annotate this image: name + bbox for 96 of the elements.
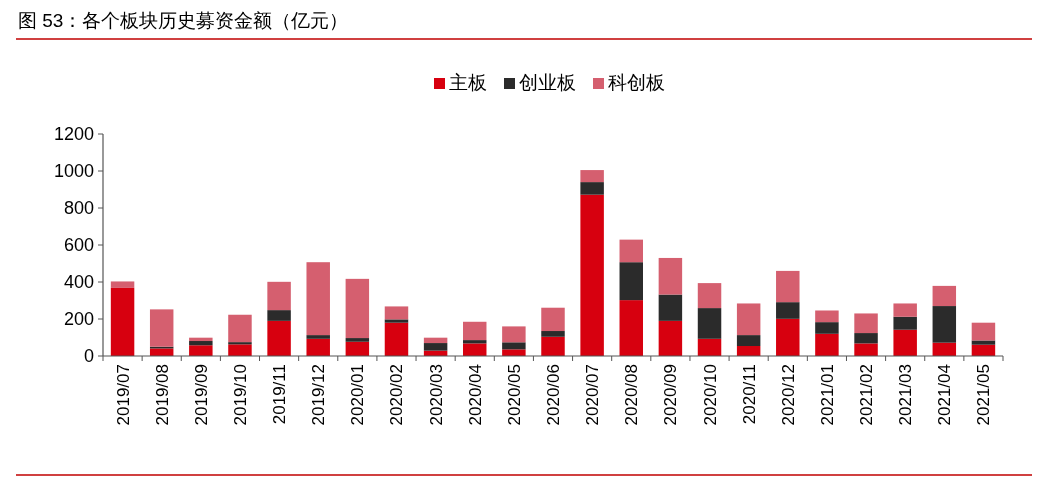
bar [893,303,917,317]
bar [384,306,409,320]
bar [502,326,526,343]
x-tick-label: 2021/04 [935,364,955,426]
x-tick-label: 2019/09 [191,364,211,426]
x-tick-label: 2019/12 [309,364,329,426]
x-tick-label: 2019/11 [270,364,290,425]
bar [854,313,878,334]
bar [658,320,683,356]
bar [502,342,526,350]
bar [776,318,800,356]
bar [149,309,174,347]
bar [580,194,604,356]
x-tick-label: 2019/07 [113,364,133,426]
legend-label: 科创板 [608,72,665,93]
y-tick-label: 400 [63,272,94,292]
y-tick-label: 1200 [53,124,94,144]
x-tick-label: 2020/12 [778,364,798,426]
bar [228,314,252,343]
y-tick-label: 800 [63,198,94,218]
y-tick-label: 600 [63,235,94,255]
bar [189,341,213,346]
y-tick-label: 0 [83,346,94,366]
bar [345,278,370,339]
bar [345,338,370,342]
bar [149,348,174,356]
bar [971,322,996,341]
x-tick-label: 2020/08 [622,364,642,426]
bar [463,343,487,356]
bar [815,333,839,356]
x-tick-label: 2020/07 [583,364,603,426]
bar [345,341,370,356]
bar [423,337,448,344]
x-tick-label: 2019/08 [152,364,172,426]
bar [697,338,722,356]
bar [697,308,722,339]
bar [971,340,996,345]
x-tick-label: 2021/03 [896,364,916,426]
legend-label: 创业板 [519,72,576,93]
bar [384,319,409,323]
bar [189,345,213,356]
bar [854,333,878,344]
bar [110,287,135,356]
bar [502,349,526,356]
bar [541,336,565,356]
x-tick-label: 2021/05 [974,364,994,426]
bar [228,342,252,345]
bar [619,262,643,301]
x-tick-label: 2020/04 [465,364,485,426]
bar [658,294,683,321]
bar [541,307,565,332]
bar [541,331,565,337]
bar [854,343,878,356]
legend-label: 主板 [449,72,487,93]
bar [697,283,722,309]
bar [228,344,252,356]
bar [893,329,917,356]
bar [658,257,683,295]
bar [932,285,957,307]
x-tick-label: 2020/06 [544,364,563,426]
x-tick-label: 2020/03 [426,364,446,426]
y-tick-label: 1000 [53,161,94,181]
bar [384,322,409,356]
x-tick-label: 2020/01 [348,364,368,426]
bar [463,321,487,341]
y-tick-label: 200 [63,309,94,329]
chart-title: 图 53：各个板块历史募资金额（亿元） [18,10,349,31]
bar [267,310,291,321]
x-tick-label: 2020/02 [387,364,407,426]
x-tick-label: 2019/10 [230,364,250,426]
x-tick-label: 2020/09 [661,364,681,426]
bar [306,262,330,336]
x-tick-label: 2021/02 [857,364,877,426]
x-tick-label: 2020/10 [700,364,720,426]
x-tick-label: 2020/05 [504,364,524,426]
bar [306,338,330,356]
bar [736,303,761,336]
bar [776,270,800,303]
x-tick-label: 2020/11 [739,364,759,425]
bar [267,281,291,311]
bar [306,335,330,339]
bar [893,316,917,330]
bar [619,300,643,356]
bar [736,335,761,347]
bar [932,306,957,343]
bar [815,322,839,334]
bar [189,337,213,342]
bar [580,182,604,195]
bar [815,310,839,323]
x-tick-label: 2021/01 [817,364,837,426]
bar [580,170,604,183]
bar [619,239,643,263]
bar [267,320,291,356]
bar [776,302,800,319]
bar [423,343,448,351]
bar [110,281,135,288]
